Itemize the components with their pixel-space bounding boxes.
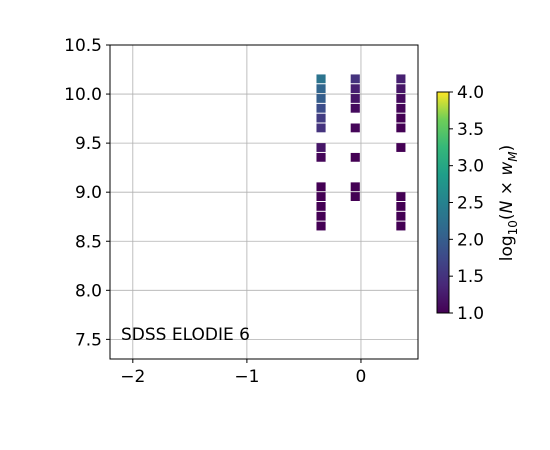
x-tick-label: −1: [234, 367, 259, 387]
heatmap-cell: [316, 182, 325, 191]
x-tick-label: 0: [356, 367, 367, 387]
x-axis: −2 −1 0: [120, 359, 366, 387]
x-tick-label: −2: [120, 367, 145, 387]
heatmap-cell: [316, 143, 325, 152]
heatmap-cell: [396, 114, 405, 123]
heatmap-cell: [396, 74, 405, 83]
heatmap-cell: [316, 124, 325, 133]
heatmap-cell: [396, 192, 405, 201]
colorbar-ticks: 1.0 1.5 2.0 2.5 3.0 3.5 4.0: [449, 83, 484, 324]
heatmap-cell: [316, 94, 325, 103]
colorbar-tick-label: 4.0: [457, 83, 484, 103]
y-axis: 7.5 8.0 8.5 9.0 9.5 10.0 10.5: [64, 36, 110, 350]
heatmap-cell: [396, 104, 405, 113]
heatmap-cell: [351, 182, 360, 191]
colorbar-tick-label: 3.0: [457, 157, 484, 177]
heatmap-cell: [396, 212, 405, 221]
colorbar-tick-label: 2.5: [457, 194, 484, 214]
heatmap-cell: [396, 84, 405, 93]
colorbar-label-times: ×: [497, 176, 517, 201]
heatmap-cell: [316, 84, 325, 93]
colorbar-label-n: N: [497, 200, 517, 213]
heatmap-cell: [316, 192, 325, 201]
heatmap-cell: [316, 114, 325, 123]
heatmap-cell: [316, 222, 325, 231]
heatmap-cell: [396, 143, 405, 152]
y-tick-label: 7.5: [75, 330, 102, 350]
colorbar-tick-label: 2.0: [457, 230, 484, 250]
colorbar-tick-label: 3.5: [457, 120, 484, 140]
y-tick-label: 9.5: [75, 134, 102, 154]
heatmap-cell: [396, 124, 405, 133]
colorbar-label-body: (: [497, 213, 517, 220]
colorbar-label: log10(N × wM): [497, 145, 520, 262]
colorbar-label-w: w: [497, 162, 517, 176]
heatmap-cell: [351, 192, 360, 201]
panel-annotation: SDSS ELODIE 6: [121, 325, 250, 345]
heatmap-cell: [316, 212, 325, 221]
colorbar: [437, 92, 449, 313]
heatmap-cell: [351, 153, 360, 162]
plot-background: [110, 45, 418, 359]
colorbar-tick-label: 1.5: [457, 267, 484, 287]
heatmap-cell: [351, 94, 360, 103]
y-tick-label: 10.5: [64, 36, 102, 56]
y-tick-label: 8.0: [75, 281, 102, 301]
y-tick-label: 9.0: [75, 183, 102, 203]
colorbar-label-close: ): [497, 145, 517, 152]
heatmap-cell: [316, 74, 325, 83]
heatmap-cell: [351, 124, 360, 133]
heatmap-cell: [396, 94, 405, 103]
heatmap-cell: [396, 202, 405, 211]
heatmap-cell: [351, 74, 360, 83]
heatmap-cell: [351, 84, 360, 93]
heatmap-cell: [316, 104, 325, 113]
y-tick-label: 10.0: [64, 85, 102, 105]
heatmap-cell: [316, 153, 325, 162]
heatmap-cell: [396, 222, 405, 231]
heatmap-cell: [316, 202, 325, 211]
colorbar-label-m: M: [506, 151, 520, 162]
y-tick-label: 8.5: [75, 232, 102, 252]
heatmap-cell: [351, 104, 360, 113]
colorbar-tick-label: 1.0: [457, 304, 484, 324]
colorbar-label-subscript: 10: [506, 220, 520, 235]
